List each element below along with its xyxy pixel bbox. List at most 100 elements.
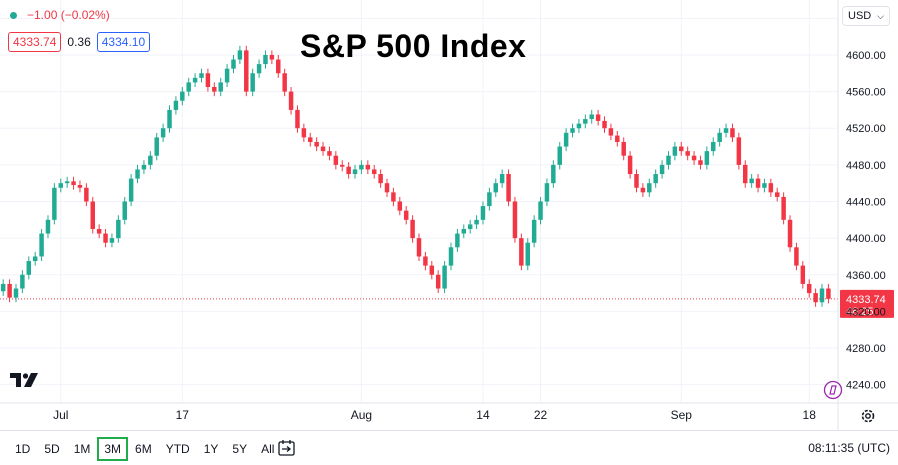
candle-body — [410, 219, 415, 239]
candle-body — [627, 155, 633, 175]
y-tick-label: 4360.00 — [846, 270, 886, 282]
candle-body — [339, 164, 345, 167]
candle-body — [525, 242, 530, 266]
range-button-all[interactable]: All — [261, 442, 275, 456]
x-tick-label: Aug — [351, 408, 372, 422]
candle-body — [218, 82, 223, 92]
clock-time[interactable]: 08:11:35 (UTC) — [808, 441, 890, 455]
range-button-1y[interactable]: 1Y — [203, 442, 219, 456]
candle-body — [32, 256, 38, 262]
candle-body — [135, 169, 140, 179]
candle-body — [800, 265, 806, 284]
candle-body — [39, 233, 44, 257]
candle-body — [615, 135, 620, 142]
candle-body — [621, 141, 626, 156]
candle-body — [711, 141, 716, 152]
price-boxes: 4333.74 0.36 4334.10 — [8, 32, 151, 52]
candle-body — [45, 219, 51, 234]
tradingview-logo-icon[interactable] — [10, 372, 40, 393]
candle-body — [826, 288, 831, 299]
candle-body — [116, 219, 121, 239]
candle-body — [806, 283, 812, 294]
candle-body — [333, 155, 339, 165]
candle-body — [391, 192, 396, 202]
flag-icon[interactable] — [823, 380, 843, 405]
candle-body — [787, 219, 793, 248]
candle-body — [448, 247, 454, 266]
settings-gear-icon[interactable] — [858, 406, 878, 431]
candle-body — [26, 261, 32, 275]
candle-body — [301, 128, 307, 138]
y-tick-label: 4320.00 — [846, 306, 886, 318]
candle-body — [666, 155, 671, 165]
y-tick-label: 4480.00 — [846, 160, 886, 172]
currency-select[interactable]: USD ⌵ — [842, 6, 890, 26]
candle-body — [403, 210, 409, 220]
candle-body — [282, 73, 287, 92]
chart-title: S&P 500 Index — [300, 28, 527, 64]
range-button-1d[interactable]: 1D — [15, 442, 31, 456]
candle-body — [774, 192, 780, 197]
candle-body — [371, 169, 377, 175]
candle-body — [250, 73, 255, 92]
y-tick-label: 4440.00 — [846, 197, 886, 209]
candle-body — [269, 54, 275, 60]
legend-change: −1.00 (−0.02%) — [10, 8, 110, 22]
range-button-5y[interactable]: 5Y — [232, 442, 248, 456]
candle-body — [576, 123, 582, 129]
candle-body — [52, 187, 57, 220]
range-button-1m[interactable]: 1M — [73, 442, 91, 456]
candle-body — [64, 181, 70, 184]
candle-body — [71, 181, 76, 186]
candle-body — [583, 119, 588, 124]
range-button-ytd[interactable]: YTD — [165, 442, 190, 456]
candle-body — [679, 146, 684, 152]
countdown-label: 48:25 — [846, 306, 874, 318]
candle-body — [180, 91, 185, 101]
candle-body — [544, 183, 550, 202]
candle-body — [647, 183, 652, 193]
candle-body — [602, 120, 607, 129]
candle-body — [557, 146, 562, 165]
status-dot-icon — [10, 11, 17, 19]
current-price-tag — [840, 289, 894, 318]
candle-body — [512, 201, 518, 239]
candle-body — [199, 73, 204, 78]
candle-body — [762, 183, 767, 188]
candle-body — [691, 155, 697, 161]
candle-body — [634, 174, 639, 188]
candle-body — [781, 196, 786, 220]
bid-price[interactable]: 4333.74 — [8, 32, 62, 52]
range-button-3m[interactable]: 3M — [97, 437, 129, 461]
x-tick-label: Jul — [53, 408, 68, 422]
candle-body — [435, 274, 441, 289]
candle-layer — [0, 45, 831, 307]
candle-body — [77, 185, 83, 188]
candle-body — [109, 238, 115, 243]
range-button-5d[interactable]: 5D — [44, 442, 60, 456]
x-tick-label: 22 — [534, 408, 548, 422]
chart-area[interactable]: 4333.74 48:25 4240.00 4280.00 4320.00 4360.0… — [0, 0, 898, 430]
x-tick-label: Sep — [671, 408, 693, 422]
candle-body — [378, 174, 383, 184]
candle-body — [256, 64, 262, 74]
candle-body — [659, 164, 665, 175]
candle-body — [743, 164, 748, 184]
current-price-label: 4333.74 — [846, 294, 886, 306]
range-button-6m[interactable]: 6M — [135, 442, 152, 456]
candle-body — [122, 201, 127, 220]
y-tick-label: 4240.00 — [846, 380, 886, 392]
ask-price[interactable]: 4334.10 — [96, 32, 151, 52]
go-to-date-icon[interactable] — [276, 437, 298, 464]
candle-body — [160, 128, 166, 138]
candle-body — [519, 238, 524, 266]
candle-body — [154, 137, 159, 156]
candle-body — [813, 293, 818, 303]
candle-body — [595, 114, 601, 121]
x-tick-label: 17 — [176, 408, 190, 422]
candle-body — [429, 265, 435, 275]
candle-body — [237, 50, 243, 60]
candle-body — [608, 128, 614, 136]
